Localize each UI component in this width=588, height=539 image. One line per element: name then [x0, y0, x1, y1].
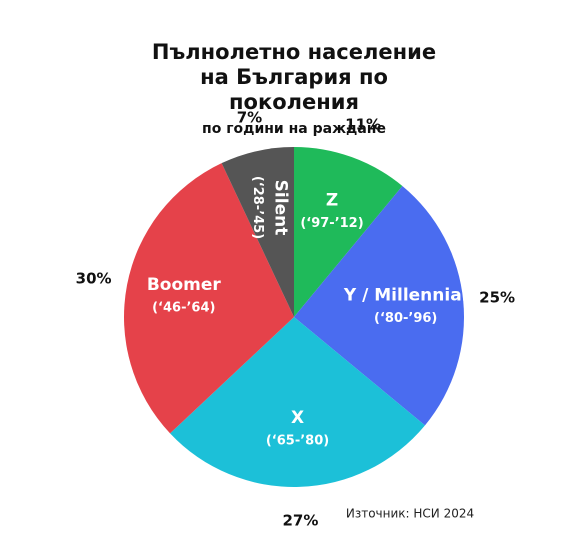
slice-label: Boomer (‘46-’64): [147, 275, 222, 316]
slice-period: (‘97-’12): [300, 216, 363, 231]
pie-slice: [123, 163, 294, 434]
value-label: 30%: [76, 269, 112, 287]
slice-period: (‘28-’45): [250, 176, 265, 239]
slice-name: Silent: [271, 180, 291, 236]
slice-name: X: [291, 408, 304, 428]
pie-slice: [294, 186, 464, 426]
value-label: 25%: [479, 288, 515, 306]
slice-name: Boomer: [147, 275, 222, 295]
slice-name: Y / Millennial: [343, 285, 468, 305]
value-label: 7%: [237, 108, 262, 126]
slice-name: Z: [326, 190, 338, 210]
slice-period: (‘80-’96): [374, 311, 437, 326]
chart-title: Пълнолетно население на България по поко…: [151, 40, 437, 114]
pie-slice: [170, 317, 425, 487]
slice-label: Z (‘97-’12): [300, 190, 363, 231]
pie-slice: [294, 147, 403, 317]
slice-label: Silent (‘28-’45): [250, 176, 291, 239]
header: Пълнолетно население на България по поко…: [0, 40, 588, 137]
slice-period: (‘46-’64): [152, 300, 215, 315]
value-label: 11%: [345, 116, 381, 134]
chart-subtitle: по години на раждане: [202, 121, 386, 137]
slice-label: Y / Millennial (‘80-’96): [343, 285, 468, 326]
slice-period: (‘65-’80): [266, 434, 329, 449]
slice-label: X (‘65-’80): [266, 408, 329, 449]
source: Източник: НСИ 2024: [346, 507, 474, 521]
value-label: 27%: [282, 511, 318, 529]
pie-slice: [221, 147, 294, 317]
